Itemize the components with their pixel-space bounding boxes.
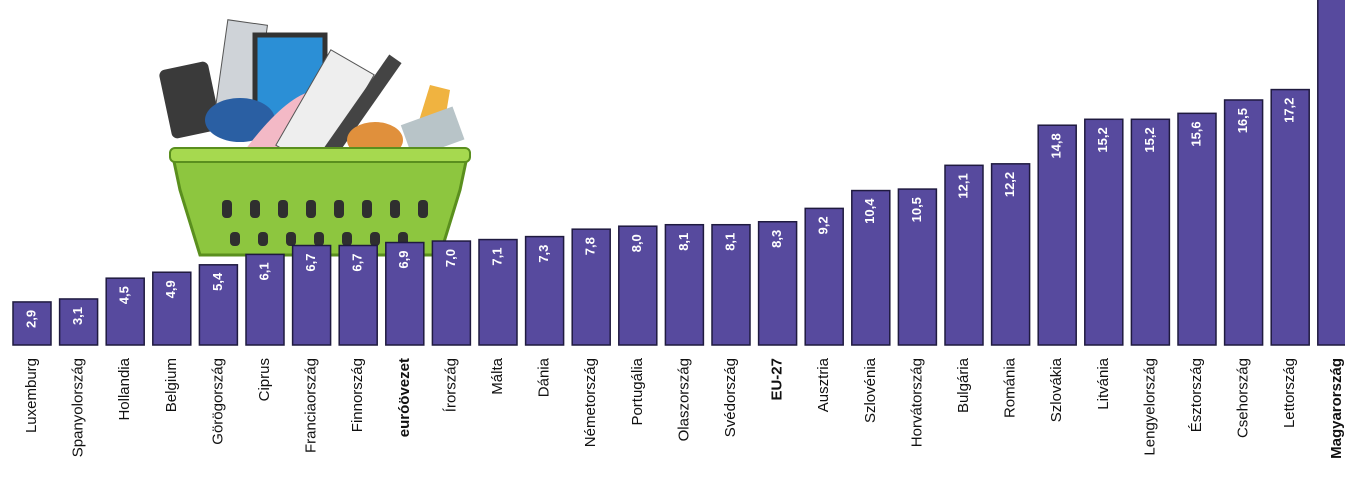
value-label: 8,3 [769, 230, 784, 248]
bar [1225, 100, 1263, 345]
category-label: Belgium [163, 358, 180, 412]
value-label: 10,5 [909, 197, 924, 222]
category-label: Szlovákia [1048, 357, 1065, 422]
category-label: Lengyelország [1141, 358, 1158, 456]
value-label: 7,3 [536, 245, 551, 263]
category-label: Németország [582, 358, 599, 447]
category-label: Magyarország [1328, 358, 1345, 459]
value-label: 9,2 [816, 216, 831, 234]
category-label: Horvátország [908, 358, 925, 447]
value-label: 17,2 [1282, 98, 1297, 123]
category-label: Hollandia [116, 357, 133, 420]
bar [1271, 90, 1309, 345]
basket-illustration [158, 20, 470, 255]
category-label: Bulgária [955, 357, 972, 413]
value-label: 8,1 [676, 233, 691, 251]
category-label: Ausztria [815, 357, 832, 412]
category-label: Görögország [209, 358, 226, 445]
category-label: Málta [489, 357, 506, 394]
value-label: 4,5 [117, 286, 132, 304]
value-label: 3,1 [70, 307, 85, 325]
value-label: 2,9 [23, 310, 38, 328]
category-label: Írország [442, 358, 459, 412]
value-label: 15,2 [1095, 127, 1110, 152]
bar [1178, 113, 1216, 345]
value-label: 12,2 [1002, 172, 1017, 197]
value-label: 14,8 [1049, 133, 1064, 158]
category-label: Szlovénia [862, 357, 879, 423]
value-label: 8,0 [629, 234, 644, 252]
value-label: 7,1 [489, 248, 504, 266]
category-label: Finnország [349, 358, 366, 432]
category-label: Olaszország [675, 358, 692, 441]
category-label: Észtország [1188, 358, 1205, 432]
value-label: 6,7 [303, 254, 318, 272]
value-label: 4,9 [163, 280, 178, 298]
category-label: Portugália [629, 357, 646, 425]
value-label: 7,0 [443, 249, 458, 267]
category-label: Svédország [722, 358, 739, 437]
value-label: 16,5 [1235, 108, 1250, 133]
category-label: Spanyolország [70, 358, 87, 457]
category-label: Franciaország [303, 358, 320, 453]
bar [1318, 0, 1345, 345]
value-label: 8,1 [722, 233, 737, 251]
value-label: 7,8 [583, 237, 598, 255]
category-label: Románia [1002, 357, 1019, 418]
value-label: 12,1 [955, 173, 970, 198]
value-label: 6,7 [350, 254, 365, 272]
value-label: 15,6 [1188, 121, 1203, 146]
chart: 2,9 Luxemburg 3,1 Spanyolország 4,5 Hollandia… [0, 0, 1345, 494]
value-label: 6,9 [396, 251, 411, 269]
category-label: Lettország [1281, 358, 1298, 428]
category-label: Litvánia [1095, 357, 1112, 409]
value-label: 6,1 [256, 262, 271, 280]
value-label: 5,4 [210, 272, 225, 291]
category-label: Dánia [536, 357, 553, 397]
category-label: Ciprus [256, 358, 273, 401]
category-label: Csehország [1235, 358, 1252, 438]
value-label: 15,2 [1142, 127, 1157, 152]
category-label: euróövezet [396, 358, 413, 437]
category-label: EU-27 [769, 358, 786, 401]
category-label: Luxemburg [23, 358, 40, 433]
value-label: 10,4 [862, 198, 877, 224]
